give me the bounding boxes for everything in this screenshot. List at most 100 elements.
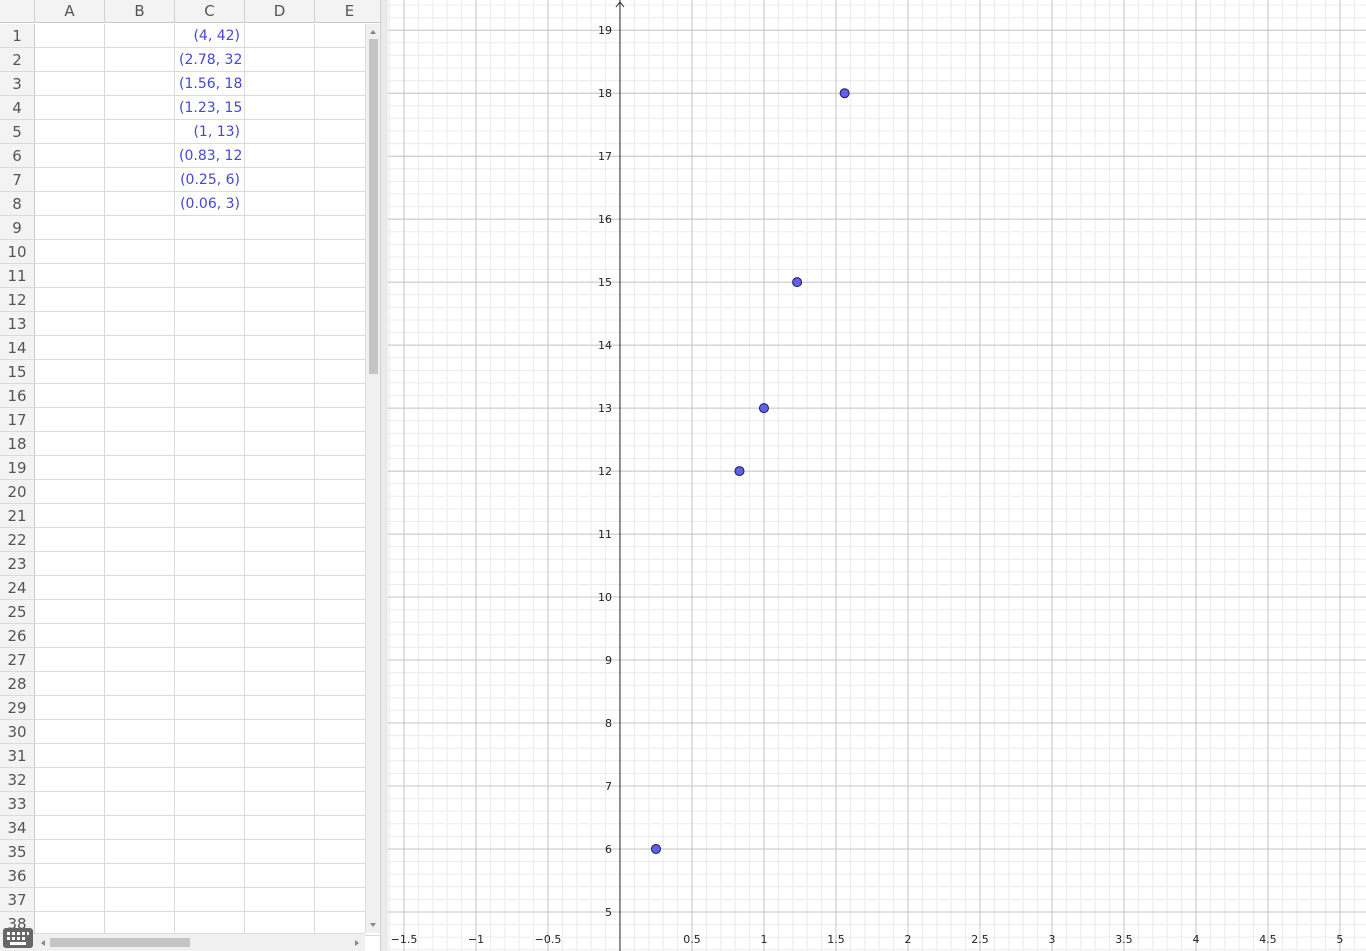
cell[interactable] (315, 528, 380, 552)
cell[interactable] (245, 528, 315, 552)
cell[interactable] (245, 48, 315, 72)
cell[interactable] (315, 192, 380, 216)
scroll-right[interactable] (352, 934, 362, 951)
cell[interactable] (35, 480, 105, 504)
cell[interactable] (175, 648, 245, 672)
cell[interactable] (245, 816, 315, 840)
cell[interactable] (105, 48, 175, 72)
cell[interactable] (105, 384, 175, 408)
cell[interactable] (315, 552, 380, 576)
cell[interactable] (35, 888, 105, 912)
cell[interactable] (315, 408, 380, 432)
cell[interactable] (105, 120, 175, 144)
cell[interactable] (245, 672, 315, 696)
cell[interactable] (315, 144, 380, 168)
cell[interactable] (175, 264, 245, 288)
cell[interactable] (175, 216, 245, 240)
cell[interactable] (105, 72, 175, 96)
cell[interactable] (105, 648, 175, 672)
scroll-thumb[interactable] (369, 39, 378, 374)
cell[interactable] (245, 360, 315, 384)
cell[interactable] (105, 744, 175, 768)
cell[interactable] (35, 216, 105, 240)
view-divider[interactable] (380, 0, 388, 951)
cell[interactable] (105, 216, 175, 240)
cell[interactable]: (0.83, 12 (175, 144, 245, 168)
cell[interactable] (245, 384, 315, 408)
cell[interactable] (105, 168, 175, 192)
cell[interactable] (245, 624, 315, 648)
cell[interactable] (35, 600, 105, 624)
cell[interactable] (35, 576, 105, 600)
cell[interactable] (105, 840, 175, 864)
cell[interactable] (105, 96, 175, 120)
cell[interactable] (175, 744, 245, 768)
cell[interactable] (315, 264, 380, 288)
cell[interactable] (315, 792, 380, 816)
cell[interactable] (315, 672, 380, 696)
cell[interactable]: (0.25, 6) (175, 168, 245, 192)
cell[interactable] (245, 480, 315, 504)
cell[interactable] (105, 408, 175, 432)
cell[interactable] (315, 816, 380, 840)
cell[interactable] (245, 768, 315, 792)
cell[interactable] (245, 696, 315, 720)
cell[interactable] (175, 432, 245, 456)
cell[interactable] (245, 840, 315, 864)
cell[interactable] (315, 504, 380, 528)
cell[interactable] (175, 600, 245, 624)
cell[interactable]: (2.78, 32 (175, 48, 245, 72)
cell[interactable] (105, 480, 175, 504)
cell[interactable] (175, 552, 245, 576)
cell[interactable] (35, 720, 105, 744)
cell[interactable] (245, 312, 315, 336)
cell[interactable] (315, 888, 380, 912)
cell[interactable] (35, 816, 105, 840)
cell[interactable] (105, 624, 175, 648)
cell[interactable] (245, 552, 315, 576)
cell[interactable]: (1.56, 18 (175, 72, 245, 96)
cell[interactable] (175, 696, 245, 720)
cell[interactable] (175, 888, 245, 912)
cell[interactable] (35, 288, 105, 312)
cell[interactable] (35, 696, 105, 720)
cell[interactable] (245, 576, 315, 600)
cell[interactable] (245, 720, 315, 744)
cell[interactable] (245, 456, 315, 480)
cell[interactable] (245, 888, 315, 912)
cell[interactable] (245, 504, 315, 528)
cell[interactable] (245, 168, 315, 192)
cell[interactable] (245, 216, 315, 240)
cell[interactable] (175, 312, 245, 336)
cell[interactable] (315, 240, 380, 264)
cell[interactable] (175, 408, 245, 432)
cell[interactable] (35, 240, 105, 264)
cell[interactable] (35, 504, 105, 528)
cell[interactable] (105, 552, 175, 576)
cell[interactable] (105, 432, 175, 456)
keyboard-button[interactable] (2, 927, 34, 949)
cell[interactable] (315, 312, 380, 336)
cell[interactable] (315, 600, 380, 624)
cell[interactable] (245, 264, 315, 288)
cell[interactable] (35, 360, 105, 384)
cell[interactable] (245, 72, 315, 96)
cell[interactable] (105, 504, 175, 528)
cell[interactable] (315, 168, 380, 192)
cell[interactable] (175, 360, 245, 384)
cell[interactable] (35, 864, 105, 888)
cell[interactable] (315, 24, 380, 48)
cell[interactable] (105, 696, 175, 720)
scroll-up[interactable] (366, 26, 380, 38)
cell[interactable] (315, 96, 380, 120)
cell[interactable] (105, 600, 175, 624)
cell[interactable] (315, 744, 380, 768)
cell[interactable] (105, 888, 175, 912)
cell[interactable] (105, 528, 175, 552)
cell[interactable] (35, 456, 105, 480)
cell[interactable] (105, 336, 175, 360)
cell[interactable] (35, 624, 105, 648)
scroll-down[interactable] (366, 919, 380, 931)
cell[interactable] (175, 240, 245, 264)
cell[interactable] (175, 504, 245, 528)
